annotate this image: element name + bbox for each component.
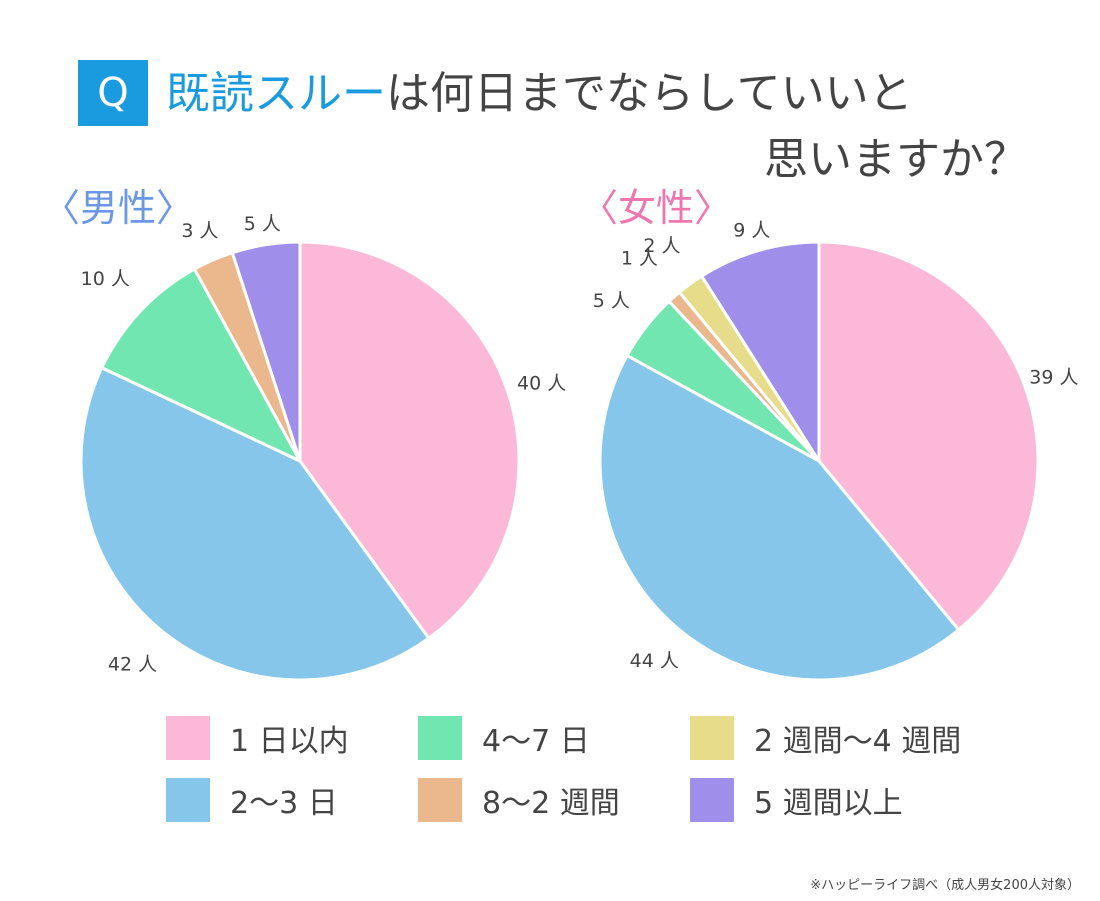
pie-slice — [298, 240, 521, 640]
legend-item: 8〜2 週間 — [418, 778, 690, 822]
slice-data-label: 44 人 — [630, 650, 679, 672]
slice-data-label: 40 人 — [517, 372, 566, 394]
legend-swatch — [166, 716, 210, 760]
slice-data-label: 42 人 — [108, 653, 157, 675]
legend-item: 5 週間以上 — [690, 778, 990, 822]
footnote: ※ハッピーライフ調べ（成人男女200人対象） — [810, 878, 1080, 893]
legend-swatch — [418, 716, 462, 760]
male-pie: 40 人 42 人 10 人 3 人 5 人 — [79, 213, 566, 682]
pie-slice — [598, 353, 961, 682]
title-rest: は何日までならしていいと — [386, 68, 913, 119]
title-highlight: 既読スルー — [166, 68, 386, 119]
page-title: 既読スルーは何日までならしていいと — [166, 64, 913, 124]
slice-data-label: 10 人 — [81, 268, 130, 290]
pie-slice — [700, 240, 821, 463]
question-badge: Q — [78, 60, 148, 126]
legend-item: 2 週間〜4 週間 — [690, 716, 990, 760]
legend-swatch — [690, 778, 734, 822]
legend-swatch — [166, 778, 210, 822]
slice-data-label: 39 人 — [1029, 366, 1078, 388]
female-pie: 39 人 44 人 5 人 1 人2 人 9 人 — [593, 220, 1079, 682]
legend-label: 4〜7 日 — [482, 724, 590, 759]
legend-label: 5 週間以上 — [754, 786, 903, 821]
legend-label: 8〜2 週間 — [482, 786, 620, 821]
pie-charts: 40 人 42 人 10 人 3 人 5 人 39 人 44 人 5 人 1 人2 人 9 人 — [79, 213, 1079, 682]
slice-data-label: 5 人 — [244, 213, 281, 235]
legend-label: 2〜3 日 — [230, 786, 338, 821]
legend-label: 2 週間〜4 週間 — [754, 724, 962, 759]
pie-slice — [817, 240, 1040, 632]
slice-data-label: 1 人 — [621, 247, 658, 269]
female-chart-title: 〈女性〉 — [580, 186, 733, 230]
pie-slice — [100, 267, 302, 463]
pie-slice — [79, 366, 431, 682]
page-title-line2: 思いますか？ — [764, 134, 1028, 185]
legend-swatch — [418, 778, 462, 822]
pie-slice — [230, 240, 302, 463]
male-chart-title: 〈男性〉 — [42, 186, 195, 230]
legend-item: 2〜3 日 — [166, 778, 418, 822]
legend-item: 1 日以内 — [166, 716, 418, 760]
legend-swatch — [690, 716, 734, 760]
slice-data-label: 2 人 — [643, 235, 680, 257]
legend-label: 1 日以内 — [230, 724, 349, 759]
slice-data-label: 9 人 — [733, 220, 770, 242]
slice-data-label: 3 人 — [181, 220, 218, 242]
slice-data-label: 5 人 — [593, 290, 630, 312]
legend: 1 日以内 4〜7 日 2 週間〜4 週間 2〜3 日 8〜2 週間 5 週間以… — [166, 716, 990, 822]
legend-item: 4〜7 日 — [418, 716, 690, 760]
